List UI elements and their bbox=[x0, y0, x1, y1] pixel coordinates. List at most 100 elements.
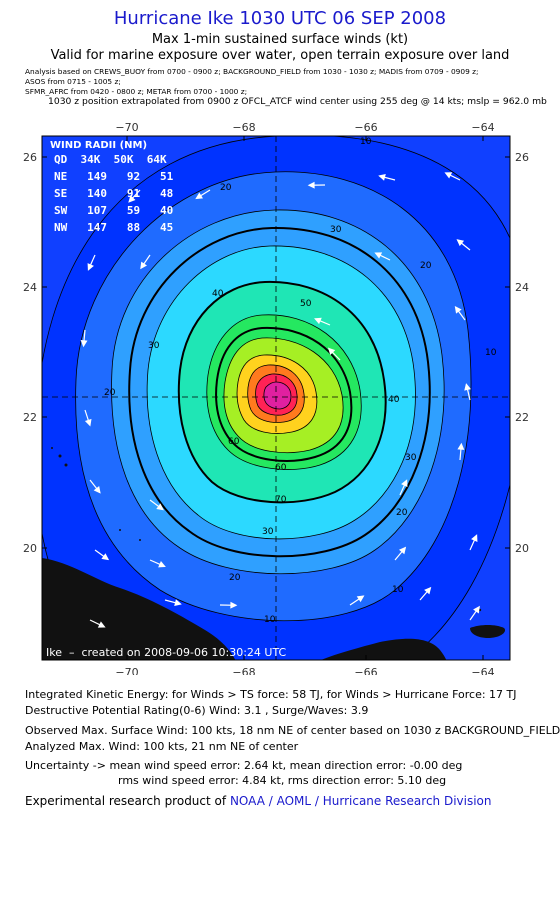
wind-arrow-head-14 bbox=[156, 503, 164, 511]
land-islet-6 bbox=[478, 608, 482, 612]
contour-label-30-top: 30 bbox=[330, 225, 342, 235]
land-islet-2 bbox=[64, 463, 68, 467]
lat-right-1: 26 bbox=[515, 151, 529, 164]
contour-labels: 10 20 30 40 50 60 60 70 30 20 10 20 30 2… bbox=[104, 137, 497, 625]
wind-arrow-head-15 bbox=[401, 479, 408, 487]
contour-label-40-right: 40 bbox=[388, 395, 400, 405]
wind-arrow-head-20 bbox=[471, 534, 478, 542]
contour-label-20-lower-right: 20 bbox=[396, 508, 408, 518]
wind-arrow-head-21 bbox=[97, 621, 106, 628]
isotach-50kt bbox=[177, 280, 387, 504]
analysis-line-2: ASOS from 0715 - 1005 z; bbox=[25, 77, 121, 86]
analyzed-max-line: Analyzed Max. Wind: 100 kts, 21 nm NE of… bbox=[25, 740, 299, 753]
wind-vectors bbox=[80, 172, 480, 628]
wind-radii-header: QD 34K 50K 64K bbox=[54, 153, 167, 166]
contour-label-60-bottom: 60 bbox=[275, 463, 287, 473]
land-cuba-east bbox=[42, 558, 236, 660]
wind-arrow-head-16 bbox=[457, 442, 465, 450]
lat-right-4: 20 bbox=[515, 542, 529, 555]
wind-arrow-head-9 bbox=[80, 340, 88, 348]
map-subtitle: Max 1-min sustained surface winds (kt) bbox=[151, 32, 409, 47]
uncertainty-line-2: rms wind speed error: 4.84 kt, rms direc… bbox=[118, 774, 447, 787]
uncertainty-line-1: Uncertainty -> mean wind speed error: 2.… bbox=[25, 759, 463, 772]
isotach-64kt bbox=[215, 326, 353, 462]
wind-arrow-head-25 bbox=[424, 586, 432, 595]
wind-arrow-head-24 bbox=[356, 595, 365, 603]
land-islet-5 bbox=[139, 539, 141, 541]
wind-arrow-head-23 bbox=[230, 601, 238, 609]
lon-bottom-4: −64 bbox=[471, 666, 494, 675]
wind-arrow-head-0 bbox=[128, 195, 136, 203]
wind-arrow-head-22 bbox=[174, 599, 182, 606]
land-puerto-rico bbox=[470, 625, 506, 638]
key-isotachs bbox=[128, 226, 431, 558]
isotach-34kt bbox=[128, 226, 431, 558]
lat-left-4: 20 bbox=[23, 542, 37, 555]
wind-arrow-head-6 bbox=[140, 261, 147, 270]
wind-radii-row-ne: NE 149 92 51 bbox=[54, 170, 174, 183]
wind-arrow-head-13 bbox=[93, 486, 101, 494]
wind-arrow-head-3 bbox=[378, 174, 386, 181]
dpr-line: Destructive Potential Rating(0-6) Wind: … bbox=[25, 704, 369, 717]
lat-right-3: 22 bbox=[515, 411, 529, 424]
wind-arrow-head-8 bbox=[456, 239, 465, 247]
product-org-link[interactable]: NOAA / AOML / Hurricane Research Divisio… bbox=[229, 794, 492, 808]
wind-arrow-head-28 bbox=[327, 347, 336, 355]
wind-radii-row-nw: NW 147 88 45 bbox=[54, 221, 173, 234]
lon-top-2: −68 bbox=[232, 121, 255, 134]
wind-radii-row-sw: SW 107 59 40 bbox=[54, 204, 173, 217]
contour-label-20-top: 20 bbox=[220, 183, 232, 193]
wind-arrow-head-19 bbox=[398, 546, 407, 555]
contour-label-20-bottom: 20 bbox=[229, 573, 241, 583]
wind-arrow-head-27 bbox=[314, 317, 322, 325]
contour-label-40: 40 bbox=[212, 289, 224, 299]
wind-arrow-head-5 bbox=[87, 263, 94, 271]
created-credit: Ike – created on 2008-09-06 10:30:24 UTC bbox=[46, 646, 287, 659]
product-line: Experimental research product of NOAA / … bbox=[25, 794, 492, 808]
lon-bottom-3: −66 bbox=[354, 666, 377, 675]
wind-field-map: 10 20 30 40 50 60 60 70 30 20 10 20 30 2… bbox=[23, 121, 529, 675]
map-title: Hurricane Ike 1030 UTC 06 SEP 2008 bbox=[113, 8, 447, 29]
ike-line: Integrated Kinetic Energy: for Winds > T… bbox=[25, 688, 517, 701]
lat-left-2: 24 bbox=[23, 281, 37, 294]
contour-label-70: 70 bbox=[275, 495, 287, 505]
axis-ticks bbox=[42, 136, 510, 660]
position-line: 1030 z position extrapolated from 0900 z… bbox=[48, 96, 547, 107]
wind-arrow-head-12 bbox=[464, 383, 472, 391]
observed-max-line: Observed Max. Surface Wind: 100 kts, 18 … bbox=[25, 724, 560, 737]
contour-label-10-lower-right: 10 bbox=[392, 585, 404, 595]
wind-arrow-head-11 bbox=[84, 418, 92, 427]
lon-top-3: −66 bbox=[354, 121, 377, 134]
valid-line: Valid for marine exposure over water, op… bbox=[50, 48, 510, 63]
wind-arrow-head-17 bbox=[101, 553, 110, 561]
wind-arrow-head-10 bbox=[454, 306, 462, 314]
lon-bottom-2: −68 bbox=[232, 666, 255, 675]
plot-frame bbox=[41, 135, 511, 661]
wind-radii-title: WIND RADII (NM) bbox=[50, 140, 147, 151]
wind-radii-table: WIND RADII (NM) QD 34K 50K 64K NE 149 92… bbox=[50, 140, 174, 234]
contour-label-10-top: 10 bbox=[360, 137, 372, 147]
land-islet-4 bbox=[119, 529, 121, 531]
contour-label-10-right: 10 bbox=[485, 348, 497, 358]
analysis-line-3: SFMR_AFRC from 0420 - 0800 z; METAR from… bbox=[25, 87, 248, 96]
contour-label-30-right: 30 bbox=[405, 453, 417, 463]
land-hispaniola bbox=[320, 638, 447, 660]
product-prefix: Experimental research product of bbox=[25, 794, 227, 808]
wind-arrow-head-2 bbox=[307, 181, 315, 189]
contour-label-60-left: 60 bbox=[228, 437, 240, 447]
contour-line-110 bbox=[263, 381, 292, 410]
land-islet-3 bbox=[51, 447, 53, 449]
contour-label-20-left: 20 bbox=[104, 388, 116, 398]
lat-left-3: 22 bbox=[23, 411, 37, 424]
lat-left-1: 26 bbox=[23, 151, 37, 164]
land-islet-1 bbox=[58, 454, 62, 458]
lon-bottom-1: −70 bbox=[115, 666, 138, 675]
lat-right-2: 24 bbox=[515, 281, 529, 294]
lon-top-1: −70 bbox=[115, 121, 138, 134]
land-masses bbox=[42, 447, 506, 660]
wind-radii-row-se: SE 140 91 48 bbox=[54, 187, 173, 200]
wind-arrow-head-18 bbox=[158, 560, 166, 568]
contour-label-10-bottom: 10 bbox=[264, 615, 276, 625]
axis-labels: −70 −68 −66 −64 −70 −68 −66 −64 26 24 22… bbox=[23, 121, 529, 675]
contour-label-30-left: 30 bbox=[148, 341, 160, 351]
